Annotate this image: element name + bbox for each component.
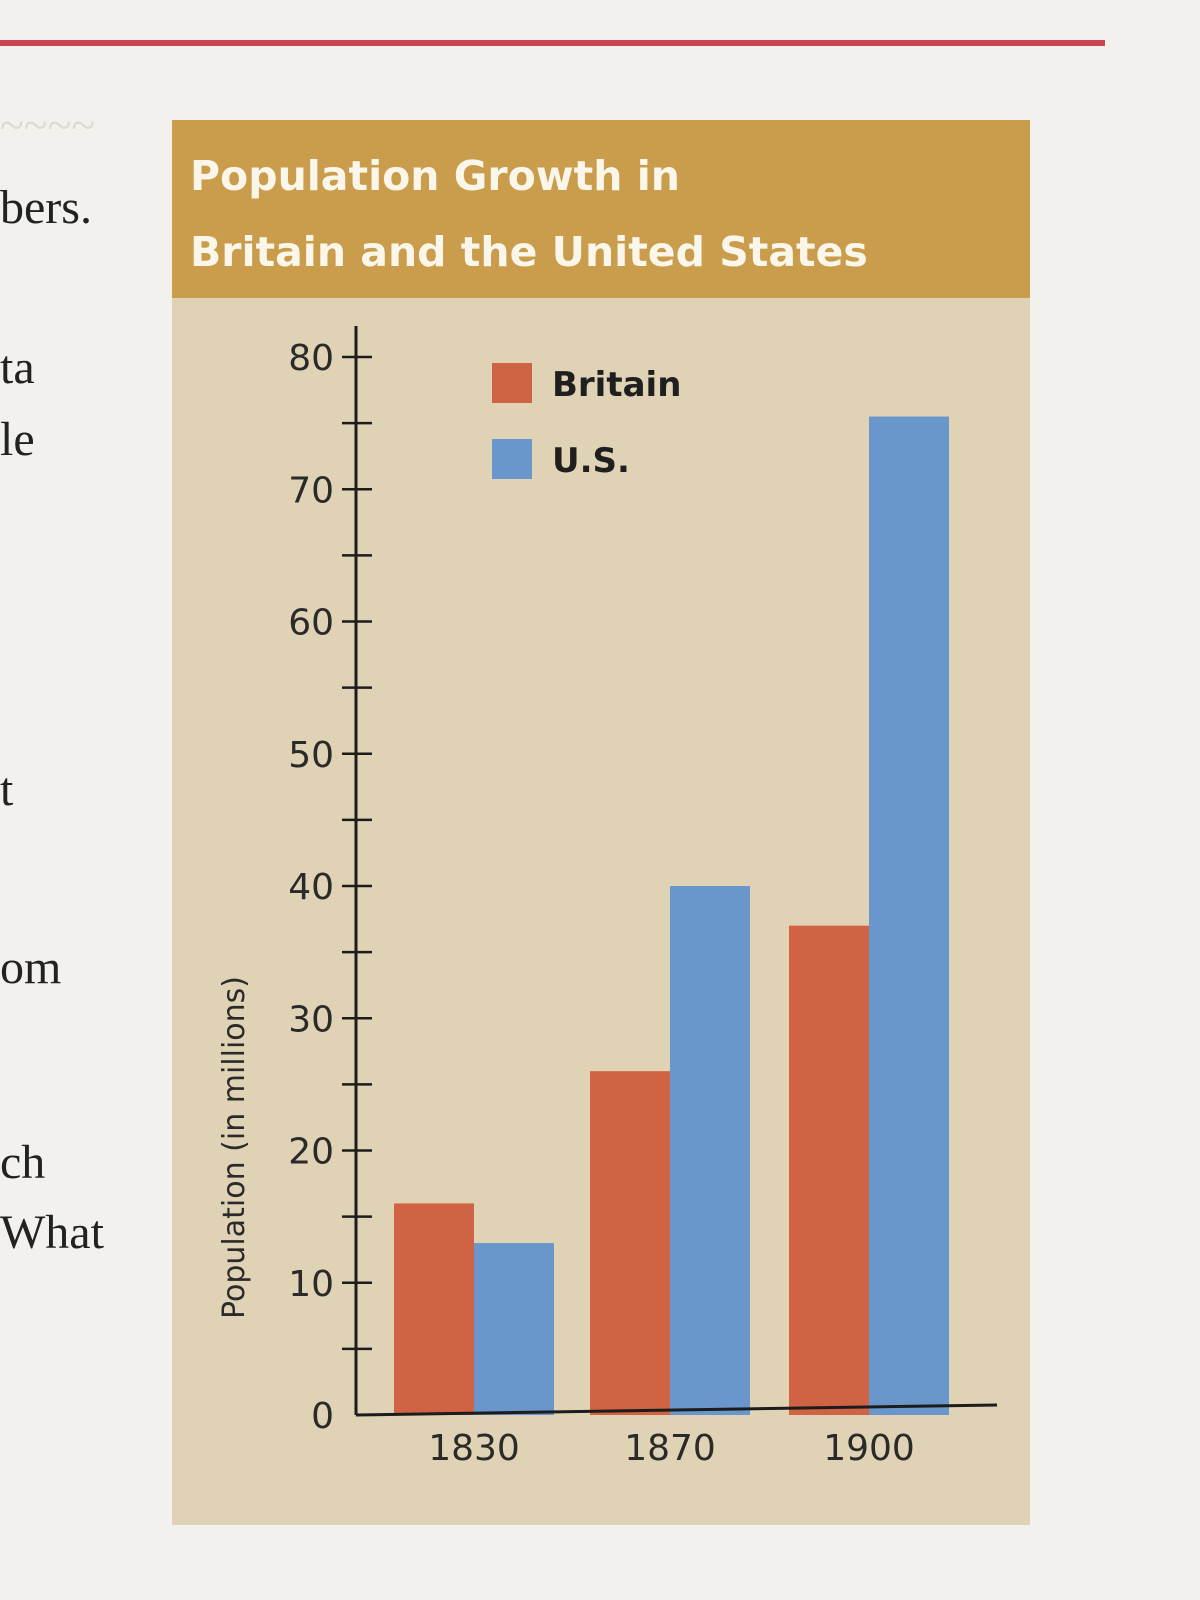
chart-header: Population Growth in Britain and the Uni… xyxy=(172,120,1030,298)
chart-figure: Population Growth in Britain and the Uni… xyxy=(172,120,1030,1525)
y-tick-label: 20 xyxy=(288,1132,334,1173)
bar-us-1900 xyxy=(869,416,949,1415)
x-tick-label: 1900 xyxy=(823,1428,915,1469)
legend-swatch xyxy=(492,439,532,479)
body-text-fragment: bers. xyxy=(0,181,92,234)
x-axis-line xyxy=(355,1403,998,1417)
chart-title-line-2: Britain and the United States xyxy=(190,228,868,276)
y-tick-label: 50 xyxy=(288,735,334,776)
legend-label: Britain xyxy=(552,365,681,405)
body-text-fragment: ch xyxy=(0,1136,46,1189)
body-text-fragment: om xyxy=(0,941,62,994)
bar-us-1830 xyxy=(474,1243,554,1415)
y-tick-label: 0 xyxy=(311,1396,334,1437)
y-tick-label: 80 xyxy=(288,338,334,379)
bleed-through-text: ~~~~ xyxy=(0,101,96,150)
body-text-fragment: What xyxy=(0,1206,104,1259)
bar-us-1870 xyxy=(670,886,750,1415)
x-tick-label: 1830 xyxy=(428,1428,520,1469)
page-header-rule xyxy=(0,40,1105,46)
y-axis-title: Population (in millions) xyxy=(217,976,252,1319)
y-tick-label: 10 xyxy=(288,1264,334,1305)
chart-title: Population Growth in Britain and the Uni… xyxy=(190,138,1010,290)
body-text-fragment: t xyxy=(0,763,14,816)
bar-britain-1870 xyxy=(590,1071,670,1415)
legend-label: U.S. xyxy=(552,441,630,481)
x-tick-label: 1870 xyxy=(624,1428,716,1469)
legend-swatch xyxy=(492,363,532,403)
y-tick-label: 40 xyxy=(288,867,334,908)
chart-title-line-1: Population Growth in xyxy=(190,152,680,200)
y-tick-label: 60 xyxy=(288,603,334,644)
bar-chart: 0 10 20 30 40 50 60 70 80 Population (in millions… xyxy=(217,326,998,1469)
bar-britain-1900 xyxy=(789,925,869,1415)
y-tick-label: 30 xyxy=(288,999,334,1040)
y-tick-label: 70 xyxy=(288,470,334,511)
body-text-fragment: le xyxy=(0,413,35,466)
bar-britain-1830 xyxy=(394,1203,474,1415)
body-text-fragment: ta xyxy=(0,341,35,394)
